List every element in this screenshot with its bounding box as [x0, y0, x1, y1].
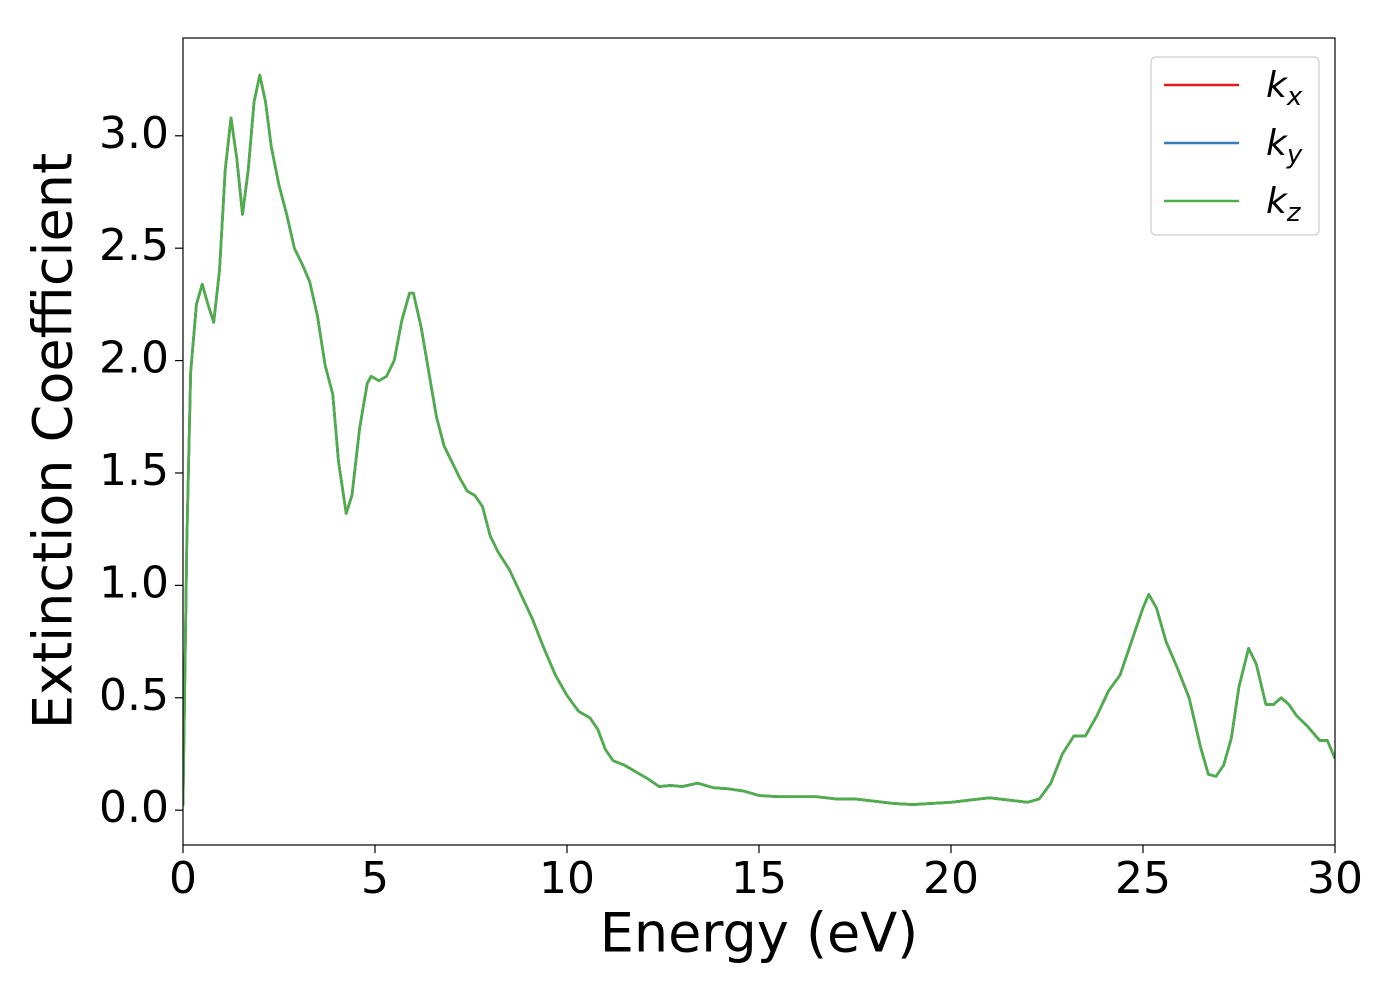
- legend-label: ky: [1266, 123, 1303, 170]
- y-tick-label: 2.0: [99, 333, 169, 384]
- y-axis-label: Extinction Coefficient: [22, 153, 85, 729]
- x-axis-label: Energy (eV): [600, 902, 919, 965]
- y-tick-label: 2.5: [99, 220, 169, 271]
- y-tick-label: 1.0: [99, 557, 169, 608]
- plot-frame: [182, 37, 1336, 846]
- y-tick-label: 0.5: [99, 670, 169, 721]
- legend-box: [1150, 56, 1320, 236]
- x-tick-label: 30: [1307, 853, 1363, 904]
- legend-label: kz: [1266, 181, 1302, 228]
- legend-label: kx: [1266, 65, 1303, 112]
- x-tick-label: 25: [1115, 853, 1171, 904]
- x-tick-label: 10: [539, 853, 595, 904]
- y-tick-label: 0.0: [99, 782, 169, 833]
- x-tick-label: 20: [923, 853, 979, 904]
- x-tick-label: 0: [169, 853, 197, 904]
- x-tick-label: 5: [361, 853, 389, 904]
- y-tick-label: 1.5: [99, 445, 169, 496]
- data-line: [183, 73, 1335, 806]
- x-tick-label: 15: [731, 853, 787, 904]
- y-tick-label: 3.0: [99, 108, 169, 159]
